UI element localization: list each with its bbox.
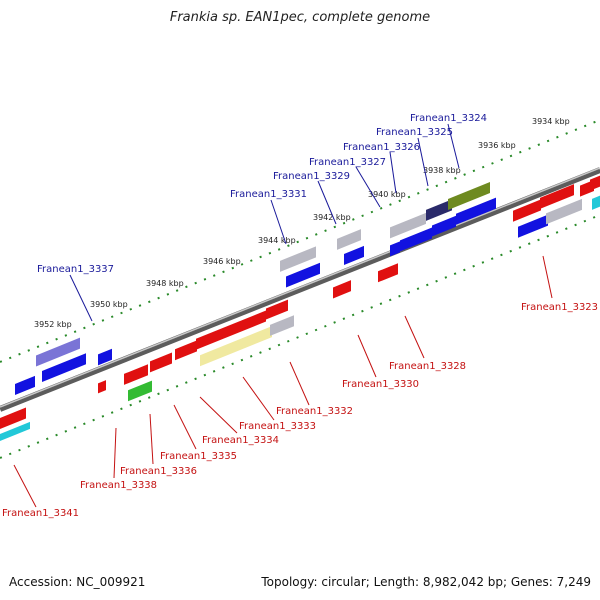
genome-summary: Topology: circular; Length: 8,982,042 bp… (261, 575, 591, 589)
gene-feature[interactable] (432, 215, 456, 237)
bottom-gene-labels: Franean1_3323 Franean1_3328 Franean1_333… (2, 302, 598, 519)
gene-feature[interactable] (590, 175, 600, 191)
gene-feature[interactable] (333, 280, 351, 299)
gene-label[interactable]: Franean1_3337 (37, 264, 114, 275)
forward-genes (15, 175, 600, 395)
tick-label: 3948 kbp (146, 279, 184, 288)
backbone-highlight (0, 167, 600, 408)
gene-feature[interactable] (124, 364, 148, 385)
accession-label: Accession: NC_009921 (9, 575, 146, 589)
gene-feature[interactable] (286, 262, 320, 288)
tick-label: 3934 kbp (532, 117, 570, 126)
tick-label: 3940 kbp (368, 190, 406, 199)
gene-label[interactable]: Franean1_3324 (410, 113, 487, 124)
gene-feature[interactable] (280, 246, 316, 272)
tick-label: 3946 kbp (203, 257, 241, 266)
gene-feature[interactable] (175, 340, 197, 361)
gene-feature[interactable] (196, 310, 266, 350)
gene-feature[interactable] (98, 380, 106, 394)
gene-label[interactable]: Franean1_3336 (120, 466, 197, 477)
gene-feature[interactable] (540, 184, 574, 209)
gene-label[interactable]: Franean1_3333 (239, 421, 316, 432)
upper-ruler (0, 119, 600, 363)
gene-feature[interactable] (42, 353, 86, 383)
map-title: Frankia sp. EAN1pec, complete genome (169, 10, 431, 25)
gene-feature[interactable] (128, 380, 152, 402)
gene-feature[interactable] (513, 199, 541, 222)
tick-label: 3942 kbp (313, 213, 351, 222)
gene-label[interactable]: Franean1_3330 (342, 379, 419, 390)
gene-feature[interactable] (0, 407, 26, 429)
gene-feature[interactable] (15, 375, 35, 395)
gene-feature[interactable] (266, 299, 288, 320)
gene-feature[interactable] (337, 229, 361, 250)
gene-label[interactable]: Franean1_3325 (376, 127, 453, 138)
genome-backbone (0, 167, 600, 412)
gene-label[interactable]: Franean1_3326 (343, 142, 420, 153)
gene-label[interactable]: Franean1_3334 (202, 435, 279, 446)
gene-label[interactable]: Franean1_3331 (230, 189, 307, 200)
gene-feature[interactable] (150, 352, 172, 373)
gene-label[interactable]: Franean1_3338 (80, 480, 157, 491)
gene-feature[interactable] (400, 227, 432, 252)
tick-label: 3936 kbp (478, 141, 516, 150)
top-gene-labels: Franean1_3324 Franean1_3325 Franean1_332… (37, 113, 487, 275)
gene-label[interactable]: Franean1_3335 (160, 451, 237, 462)
gene-feature[interactable] (390, 212, 426, 239)
gene-feature[interactable] (270, 315, 294, 336)
gene-feature[interactable] (98, 348, 112, 366)
tick-label: 3952 kbp (34, 320, 72, 329)
tick-label: 3938 kbp (423, 166, 461, 175)
tick-label: 3950 kbp (90, 300, 128, 309)
gene-label[interactable]: Franean1_3323 (521, 302, 598, 313)
gene-feature[interactable] (546, 198, 582, 225)
bottom-leaders (13, 255, 553, 508)
gene-feature[interactable] (390, 241, 400, 257)
gene-label[interactable]: Franean1_3341 (2, 508, 79, 519)
gene-feature[interactable] (200, 326, 272, 367)
gene-label[interactable]: Franean1_3328 (389, 361, 466, 372)
gene-feature[interactable] (426, 199, 452, 221)
gene-feature[interactable] (518, 214, 548, 238)
gene-label[interactable]: Franean1_3332 (276, 406, 353, 417)
gene-feature[interactable] (344, 245, 364, 266)
gene-label[interactable]: Franean1_3329 (273, 171, 350, 182)
top-leaders (69, 123, 460, 322)
tick-label: 3944 kbp (258, 236, 296, 245)
reverse-genes (0, 263, 398, 441)
gene-label[interactable]: Franean1_3327 (309, 157, 386, 168)
gene-feature[interactable] (36, 337, 80, 367)
gene-feature[interactable] (378, 263, 398, 283)
gene-feature[interactable] (448, 182, 490, 210)
gene-feature[interactable] (592, 195, 600, 210)
gene-feature[interactable] (0, 421, 30, 441)
gene-feature[interactable] (456, 197, 496, 225)
tick-labels: 3934 kbp 3936 kbp 3938 kbp 3940 kbp 3942… (34, 117, 570, 329)
